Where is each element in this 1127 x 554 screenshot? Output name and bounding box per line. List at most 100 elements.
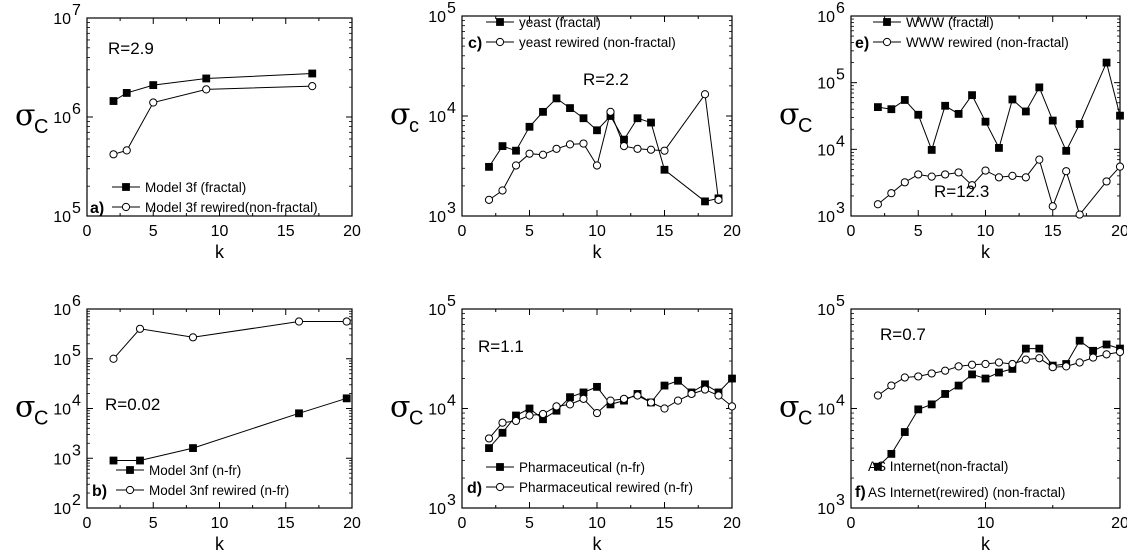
x-tick-label: 15 [1044,223,1062,240]
y-axis-label: σ [390,390,410,425]
data-point [887,105,896,114]
data-point [714,195,723,204]
data-point [941,390,950,398]
data-point [967,360,977,369]
panel-label: d) [467,480,482,497]
data-point [579,394,588,403]
data-point [1062,362,1071,371]
y-tick-label: 10 [428,501,446,518]
data-point [511,416,521,426]
data-point [633,114,642,123]
legend-label: Model 3nf (n-fr) [149,463,241,478]
y-axis-label: σ [779,97,799,132]
data-point [1048,363,1057,372]
panel-label: f) [855,484,866,501]
data-point [525,411,534,420]
legend: Model 3nf (n-fr) Model 3nf rewired (n-fr) [116,463,289,498]
data-point [887,449,896,458]
data-point [592,408,602,418]
y-tick-label: 10 [817,402,835,419]
y-tick-label: 10 [817,209,835,226]
data-point [874,103,882,112]
data-point [914,372,923,381]
data-point [981,359,990,369]
legend-label: AS Internet(non-fractal) [868,459,1008,474]
data-point [633,391,642,400]
x-tick-label: 10 [977,515,995,532]
y-tick-label: 10 [53,451,71,468]
data-point [149,81,158,90]
data-point [188,333,198,342]
y-axis-label-subscript: C [409,408,423,430]
y-tick-label: 10 [53,11,71,28]
data-point [189,444,197,452]
y-axis-label-subscript: C [798,408,812,430]
legend-label: WWW rewired (non-fractal) [906,35,1069,50]
series-open-circles [109,82,317,159]
y-tick-label: 10 [817,76,835,93]
legend-marker [883,18,891,26]
x-tick-label: 0 [458,223,467,240]
legend: WWW (fractal) WWW rewired (non-fractal) [873,15,1069,50]
x-tick-label: 10 [588,223,606,240]
data-point [606,107,615,116]
y-tick-exponent: 4 [72,393,81,410]
data-point [700,90,710,99]
data-point [941,101,950,110]
data-point [1008,95,1017,104]
data-point [525,149,534,158]
data-point [1021,355,1030,364]
series-open-circles [109,317,351,363]
data-point [1048,202,1057,211]
x-tick-label: 0 [458,515,467,532]
data-point [660,404,669,413]
y-tick-label: 10 [817,302,835,319]
data-point [1115,347,1125,357]
data-point [484,434,494,443]
y-tick-label: 10 [817,142,835,159]
series-filled-squares [485,94,723,206]
data-point [295,409,303,418]
panel-label: e) [855,35,869,52]
y-tick-exponent: 4 [836,133,845,150]
x-tick-label: 15 [656,223,674,240]
x-tick-label: 15 [277,223,295,240]
legend-label: Pharmaceutical (n-fr) [519,460,645,475]
data-point [701,197,709,206]
data-point [512,146,520,155]
y-tick-exponent: 4 [447,100,456,117]
data-point [1048,116,1057,125]
y-tick-exponent: 6 [72,293,81,310]
data-point [579,139,588,148]
data-point [954,362,963,371]
x-tick-label: 20 [1111,515,1127,532]
data-point [900,373,909,382]
data-point [566,104,574,112]
data-point [927,369,936,378]
legend: AS Internet(non-fractal) AS Internet(rewi… [868,459,1065,500]
x-tick-label: 5 [149,515,158,532]
data-point [660,146,669,155]
data-point [887,189,896,198]
y-tick-exponent: 5 [447,0,456,17]
data-point [927,146,936,154]
legend-label: AS Internet(rewired) (non-fractal) [868,485,1065,500]
legend-marker [496,463,504,471]
x-axis-label: k [593,534,603,554]
data-point [727,402,737,411]
data-point [954,110,963,118]
legend-marker [125,485,135,495]
series-line [488,97,719,202]
series-open-circles [484,90,723,204]
y-axis-label-subscript: C [34,116,48,138]
data-point [1102,177,1111,186]
data-point [646,145,656,154]
y-tick-label: 10 [53,110,71,127]
y-tick-exponent: 5 [836,293,845,310]
data-point [619,142,629,151]
data-point [484,195,494,204]
series-open-circles [873,347,1125,400]
